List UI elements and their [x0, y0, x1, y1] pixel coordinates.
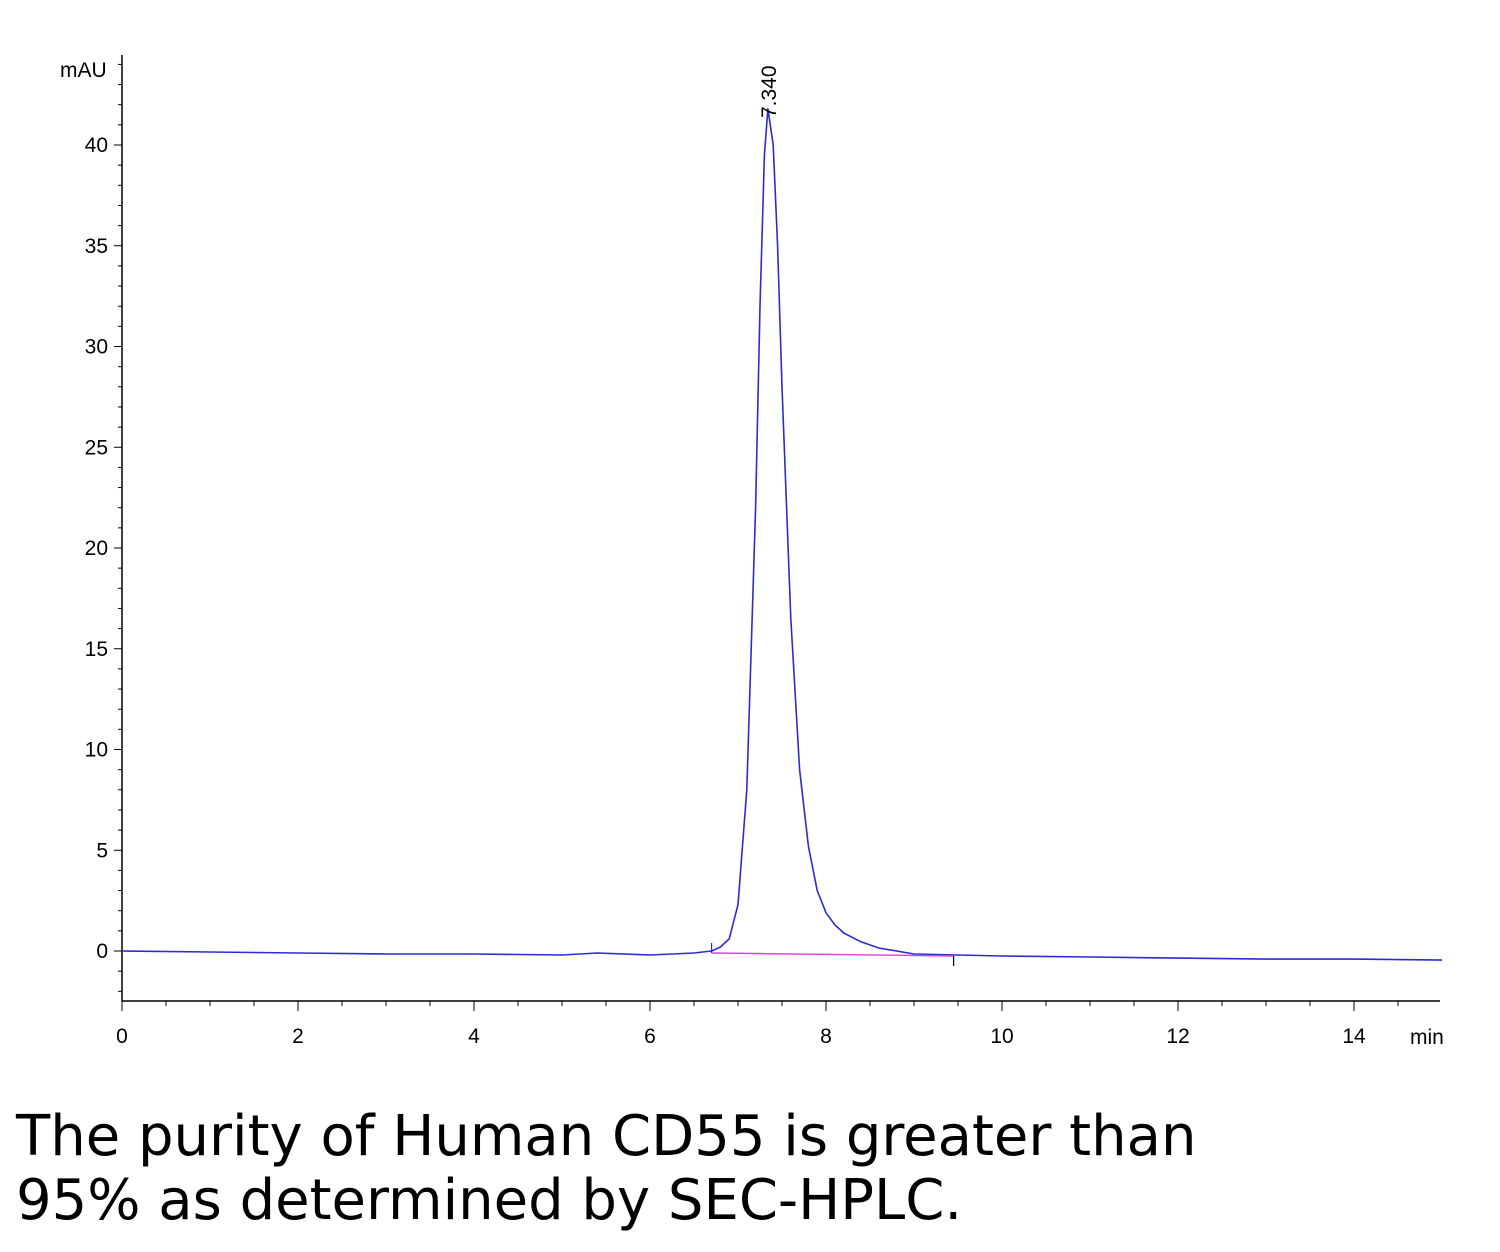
- y-tick-label: 25: [85, 436, 108, 459]
- x-tick-label: 12: [1166, 1025, 1189, 1048]
- chart-axes: [121, 55, 1440, 1002]
- hplc-chromatogram: 0 5 10 15 20 25 30 35 40 0 2 4 6 8 10 12 14 mAU min 7.3…: [60, 55, 1444, 1049]
- figure-caption: The purity of Human CD55 is greater than…: [16, 1105, 1196, 1233]
- x-tick-label: 10: [990, 1025, 1013, 1048]
- chart-series: [121, 107, 1443, 967]
- y-tick-label: 15: [85, 638, 108, 661]
- y-tick-label: 10: [85, 739, 108, 762]
- caption-line-1: The purity of Human CD55 is greater than: [16, 1104, 1197, 1169]
- y-tick-label: 0: [96, 940, 108, 963]
- x-axis-label: min: [1410, 1026, 1444, 1049]
- y-tick-label: 5: [96, 839, 108, 862]
- y-tick-label: 35: [85, 235, 108, 258]
- peak-retention-label: 7.340: [758, 65, 781, 118]
- x-tick-label: 2: [292, 1025, 304, 1048]
- x-tick-label: 8: [820, 1025, 832, 1048]
- chromatogram-trace: [121, 107, 1443, 961]
- caption-line-2: 95% as determined by SEC-HPLC.: [16, 1168, 963, 1233]
- x-tick-label: 6: [644, 1025, 656, 1048]
- x-tick-label: 4: [468, 1025, 480, 1048]
- y-axis-ticks: 0 5 10 15 20 25 30 35 40: [85, 63, 122, 992]
- y-tick-label: 30: [85, 336, 108, 359]
- x-axis-ticks: 0 2 4 6 8 10 12 14: [116, 1001, 1399, 1048]
- x-tick-label: 0: [116, 1025, 128, 1048]
- integration-baseline: [711, 952, 954, 957]
- y-tick-label: 40: [85, 134, 108, 157]
- x-tick-label: 14: [1342, 1025, 1366, 1048]
- y-axis-label: mAU: [60, 59, 107, 82]
- y-tick-label: 20: [85, 537, 108, 560]
